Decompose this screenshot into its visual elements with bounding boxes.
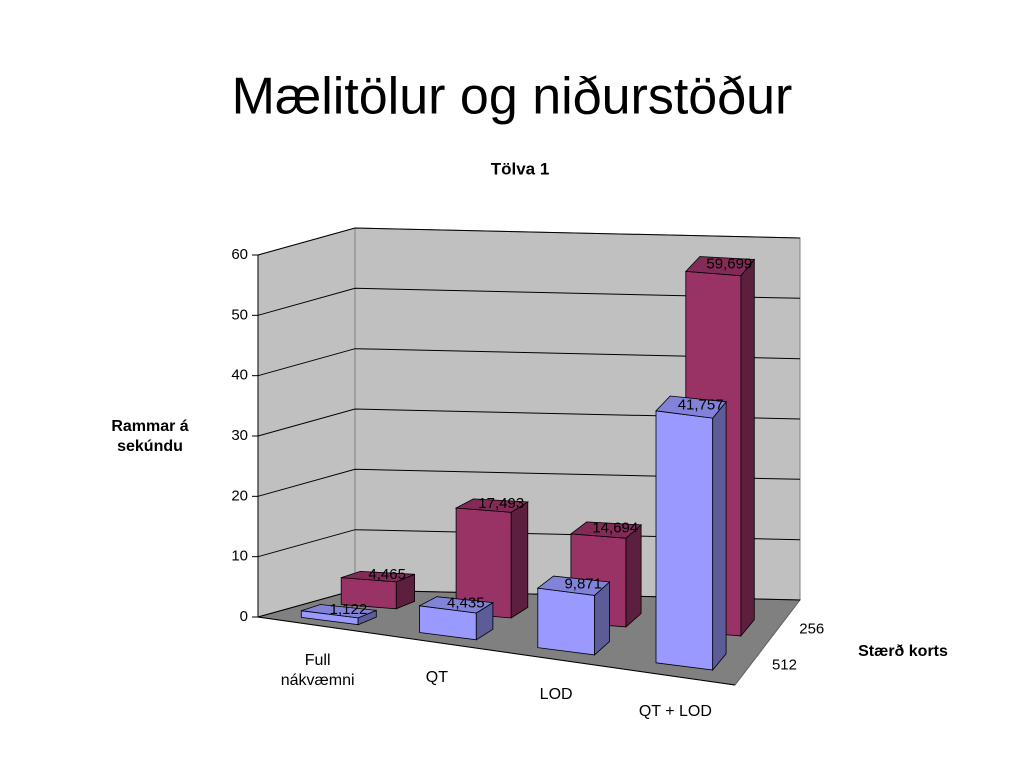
grid-line [257,529,801,558]
data-label: 9,871 [564,575,602,592]
bar-side [625,524,642,628]
bar-top [655,395,727,419]
y-tick-label: 20 [231,487,248,504]
bar-side [510,501,529,619]
bar-top [341,570,415,583]
y-tick-label: 50 [231,306,248,323]
x-axis [257,616,736,686]
slide-title: Mælitölur og niðurstöður [232,68,793,126]
depth-label: 512 [772,656,797,673]
data-label: 59,699 [706,255,752,272]
depth-label: 256 [799,621,824,638]
z-axis-title: Stærð korts [858,643,948,660]
bar-top [301,604,377,619]
bar-side [740,258,755,638]
bar-top [569,521,643,539]
bar-side [712,400,727,672]
grid-line [257,468,801,497]
grid-line [257,408,801,437]
bar-top [454,498,530,513]
data-label: 4,465 [368,566,406,583]
bar-top [536,575,611,596]
grid-line [257,348,801,377]
bar-top [418,596,495,614]
data-label: 17,493 [478,495,524,512]
data-label: 4,435 [447,595,485,612]
data-label: 41,757 [678,397,724,414]
y-tick-label: 60 [231,246,248,263]
x-tick-label: LOD [539,685,573,703]
data-label: 14,694 [592,519,638,536]
y-tick-label: 30 [231,427,248,444]
y-axis-title: Rammar á sekúndu [111,418,189,455]
y-tick-label: 0 [240,608,248,625]
y-tick-label: 10 [231,548,248,565]
chart-title: Tölva 1 [491,159,550,178]
bar-front [655,410,714,671]
x-tick-label: QT [425,668,448,686]
x-tick-label: QT + LOD [638,702,712,720]
x-tick-label: Full nákvæmni [280,651,355,689]
y-tick-label: 40 [231,367,248,384]
bar-front [537,587,595,656]
data-label: 1,122 [330,601,368,618]
grid-line [257,227,801,256]
bar-top [684,256,756,277]
grid-line [257,287,801,316]
